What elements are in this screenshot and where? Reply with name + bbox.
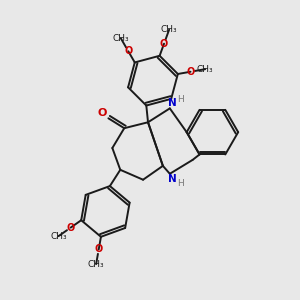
- Text: O: O: [98, 108, 107, 118]
- Text: N: N: [168, 174, 177, 184]
- Text: CH₃: CH₃: [88, 260, 104, 268]
- Text: O: O: [94, 244, 103, 254]
- Text: O: O: [186, 67, 195, 77]
- Text: N: N: [168, 98, 177, 108]
- Text: CH₃: CH₃: [197, 65, 214, 74]
- Text: O: O: [160, 39, 168, 49]
- Text: CH₃: CH₃: [112, 34, 129, 43]
- Text: H: H: [177, 179, 184, 188]
- Text: O: O: [67, 223, 75, 232]
- Text: O: O: [124, 46, 132, 56]
- Text: H: H: [177, 95, 184, 104]
- Text: CH₃: CH₃: [161, 25, 177, 34]
- Text: CH₃: CH₃: [50, 232, 67, 241]
